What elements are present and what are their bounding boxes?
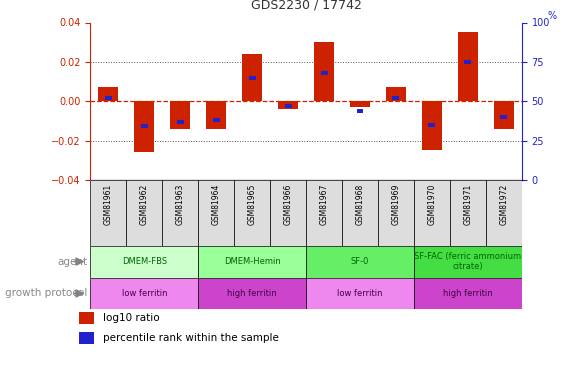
Bar — [285, 104, 292, 108]
Bar — [249, 76, 255, 80]
Text: GSM81972: GSM81972 — [499, 183, 508, 225]
Bar — [99, 87, 118, 101]
Text: GSM81965: GSM81965 — [248, 183, 257, 225]
Bar — [177, 120, 184, 124]
Bar — [141, 124, 147, 128]
Text: low ferritin: low ferritin — [337, 289, 383, 298]
Text: %: % — [547, 11, 557, 21]
Text: DMEM-Hemin: DMEM-Hemin — [224, 257, 280, 266]
Bar — [486, 180, 522, 246]
Text: percentile rank within the sample: percentile rank within the sample — [103, 333, 279, 343]
Bar — [378, 180, 414, 246]
Text: GSM81961: GSM81961 — [104, 183, 113, 225]
Text: GSM81969: GSM81969 — [391, 183, 401, 225]
Bar — [392, 96, 399, 100]
Text: DMEM-FBS: DMEM-FBS — [122, 257, 167, 266]
Bar — [135, 101, 154, 152]
Bar — [357, 109, 363, 112]
Text: high ferritin: high ferritin — [443, 289, 493, 298]
Bar — [429, 123, 436, 127]
Bar — [213, 118, 220, 122]
Bar — [198, 278, 306, 309]
Bar — [458, 32, 477, 101]
Bar — [198, 246, 306, 278]
Text: GSM81971: GSM81971 — [463, 183, 472, 225]
Text: GSM81964: GSM81964 — [212, 183, 221, 225]
Bar — [162, 180, 198, 246]
Text: SF-FAC (ferric ammonium
citrate): SF-FAC (ferric ammonium citrate) — [415, 252, 521, 271]
Bar — [170, 101, 190, 129]
Bar — [90, 180, 127, 246]
Bar — [422, 101, 442, 150]
Text: agent: agent — [57, 256, 87, 267]
Bar — [500, 115, 507, 119]
Bar — [278, 101, 298, 109]
Bar — [414, 278, 522, 309]
Bar — [306, 180, 342, 246]
Text: SF-0: SF-0 — [351, 257, 369, 266]
Bar — [79, 332, 94, 344]
Bar — [321, 71, 328, 75]
Bar — [465, 60, 471, 64]
Bar — [494, 101, 514, 129]
Bar — [306, 246, 414, 278]
Bar — [79, 312, 94, 324]
Bar — [90, 278, 198, 309]
Bar — [386, 87, 406, 101]
Bar — [90, 246, 198, 278]
Bar — [243, 54, 262, 101]
Text: GSM81966: GSM81966 — [283, 183, 293, 225]
Text: GSM81963: GSM81963 — [175, 183, 185, 225]
Text: GSM81967: GSM81967 — [319, 183, 329, 225]
Bar — [198, 180, 234, 246]
Bar — [234, 180, 270, 246]
Bar — [350, 101, 370, 107]
Text: growth protocol: growth protocol — [5, 288, 87, 298]
Bar — [270, 180, 306, 246]
Bar — [414, 180, 450, 246]
Bar — [127, 180, 162, 246]
Bar — [306, 278, 414, 309]
Bar — [414, 246, 522, 278]
Bar — [206, 101, 226, 129]
Text: GSM81968: GSM81968 — [356, 183, 364, 225]
Text: log10 ratio: log10 ratio — [103, 314, 160, 323]
Text: low ferritin: low ferritin — [121, 289, 167, 298]
Bar — [342, 180, 378, 246]
Text: GSM81970: GSM81970 — [427, 183, 437, 225]
Text: high ferritin: high ferritin — [227, 289, 277, 298]
Text: GSM81962: GSM81962 — [140, 183, 149, 225]
Bar — [450, 180, 486, 246]
Bar — [105, 96, 112, 100]
Bar — [314, 42, 334, 101]
Text: GDS2230 / 17742: GDS2230 / 17742 — [251, 0, 361, 11]
